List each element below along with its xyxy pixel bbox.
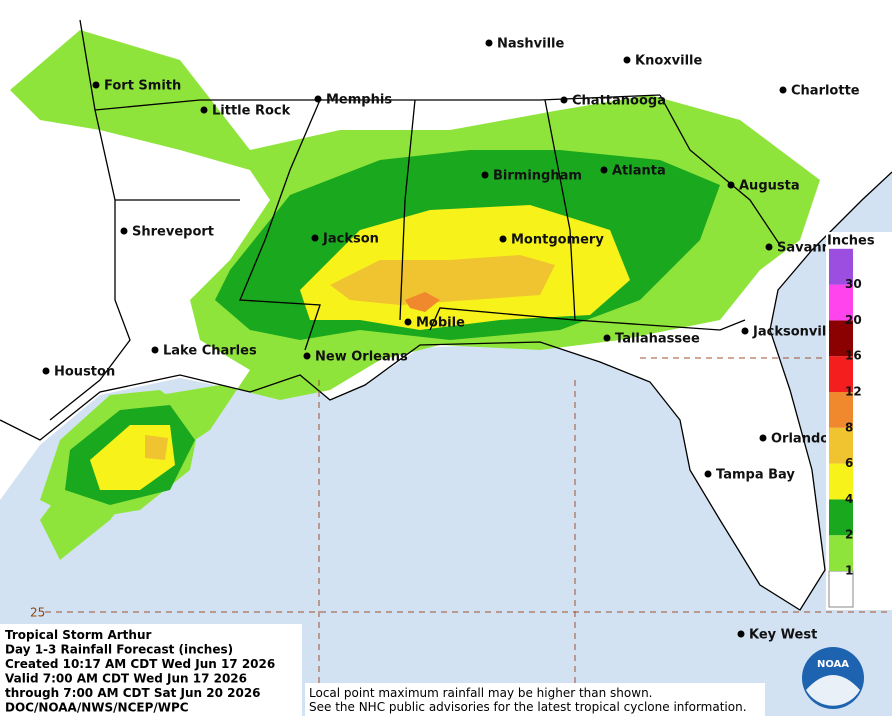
city-label: New Orleans [315, 350, 408, 365]
legend-swatch [829, 356, 853, 392]
city-dot [560, 96, 568, 104]
legend-label: 20 [845, 313, 862, 327]
info-box [0, 624, 302, 716]
city-label: Montgomery [511, 233, 604, 248]
city-dot [741, 327, 749, 335]
city-dot [200, 106, 208, 114]
city-dot [481, 171, 489, 179]
logo-gull [806, 675, 860, 706]
city-dot [765, 243, 773, 251]
info-line: through 7:00 AM CDT Sat Jun 20 2026 [5, 686, 261, 700]
city-dot [311, 234, 319, 242]
city-dot [151, 346, 159, 354]
city-label: Jackson [322, 232, 379, 247]
city-label: Nashville [497, 37, 564, 52]
city-label: Chattanooga [572, 94, 666, 109]
city-dot [485, 39, 493, 47]
city-dot [779, 86, 787, 94]
city-dot [314, 95, 322, 103]
cities: Nashville Knoxville Fort Smith Little Rock M… [42, 37, 860, 643]
city-label: Atlanta [612, 164, 666, 179]
legend-label: 8 [845, 420, 853, 434]
legend-label: 4 [845, 492, 853, 506]
city-label: Tampa Bay [716, 468, 795, 483]
city-dot [727, 181, 735, 189]
notice-line: See the NHC public advisories for the la… [309, 700, 747, 714]
info-line: Tropical Storm Arthur [5, 628, 151, 642]
city-label: Tallahassee [615, 332, 700, 347]
legend-label: 2 [845, 528, 853, 542]
latitude-label: 25 [30, 606, 45, 620]
city-label: Little Rock [212, 104, 291, 119]
city-dot [603, 334, 611, 342]
legend-title: Inches [827, 234, 875, 249]
city-dot [704, 470, 712, 478]
legend-label: 12 [845, 385, 862, 399]
notice-box [305, 683, 765, 716]
legend-label: 16 [845, 349, 862, 363]
city-dot [92, 81, 100, 89]
legend-swatch [829, 320, 853, 357]
ocean [0, 172, 892, 716]
city-label: Orlando [771, 432, 829, 447]
city-dot [404, 318, 412, 326]
notice-text: Local point maximum rainfall may be high… [309, 686, 747, 714]
legend-label: 30 [845, 277, 862, 291]
city-label: Lake Charles [163, 344, 257, 359]
city-dot [120, 227, 128, 235]
legend-swatch [829, 427, 853, 464]
city-label: Knoxville [635, 54, 702, 69]
info-line: DOC/NOAA/NWS/NCEP/WPC [5, 701, 189, 715]
city-label: Charlotte [791, 84, 860, 99]
info-line: Created 10:17 AM CDT Wed Jun 17 2026 [5, 657, 275, 671]
city-dot [759, 434, 767, 442]
legend-swatch [829, 284, 853, 321]
rainfall-areas [10, 30, 820, 560]
city-dot [600, 166, 608, 174]
legend-swatch [829, 535, 853, 571]
state-borders [0, 19, 892, 611]
logo-text: NOAA [817, 659, 849, 670]
city-label: Houston [54, 365, 115, 380]
city-label: Shreveport [132, 225, 214, 240]
city-label: Augusta [739, 179, 800, 194]
city-dot [623, 56, 631, 64]
legend-label: 1 [845, 564, 853, 578]
legend-swatch [829, 392, 853, 428]
city-dot [499, 235, 507, 243]
legend-swatch [829, 499, 853, 536]
legend-label: 6 [845, 456, 853, 470]
city-label: Birmingham [493, 169, 582, 184]
info-background [0, 624, 302, 716]
info-line: Valid 7:00 AM CDT Wed Jun 17 2026 [5, 672, 247, 686]
info-line: Day 1-3 Rainfall Forecast (inches) [5, 643, 233, 657]
city-label: Mobile [416, 316, 465, 331]
legend-swatch [829, 463, 853, 500]
city-label: Key West [749, 628, 817, 643]
notice-line: Local point maximum rainfall may be high… [309, 686, 652, 700]
graticule [45, 357, 892, 716]
noaa-logo: NOAA [802, 647, 864, 709]
legend-swatch [829, 248, 853, 285]
city-label: Jacksonville [752, 325, 840, 340]
city-label: Memphis [326, 93, 392, 108]
city-dot [42, 367, 50, 375]
city-label: Fort Smith [104, 79, 181, 94]
city-dot [303, 352, 311, 360]
city-dot [737, 630, 745, 638]
